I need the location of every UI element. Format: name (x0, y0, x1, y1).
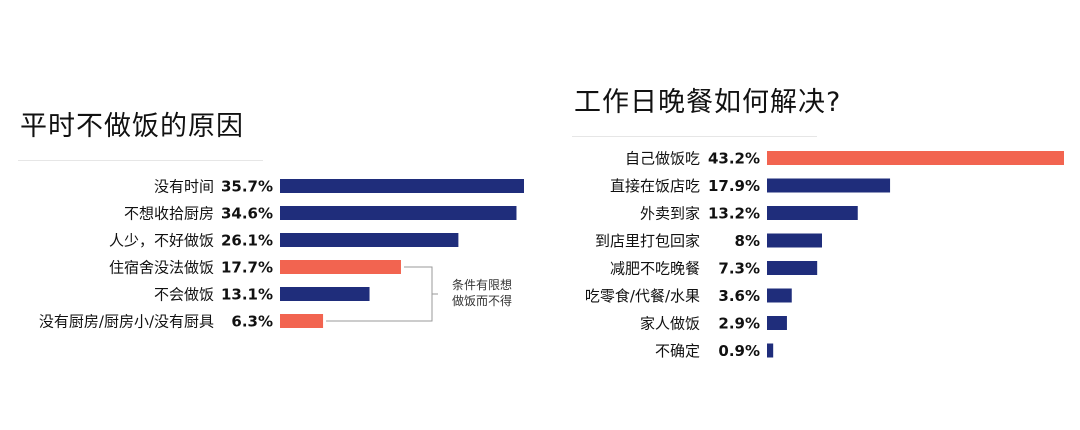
right-bar (767, 261, 818, 275)
right-bar (767, 151, 1064, 165)
left-value-label: 26.1% (221, 232, 273, 250)
right-value-label: 8% (735, 232, 760, 250)
right-bar (767, 206, 858, 220)
right-chart-title: 工作日晚餐如何解决? (574, 87, 842, 118)
left-bar (280, 179, 524, 193)
right-bar (767, 178, 891, 193)
left-category-label: 没有厨房/厨房小/没有厨具 (39, 313, 214, 331)
left-bar-chart: 没有时间 35.7% 不想收拾厨房 34.6% 人少，不好做饭 26.1% 住宿舍没法做饭 1… (39, 178, 524, 331)
left-title-underline (18, 160, 263, 161)
left-category-label: 住宿舍没法做饭 (109, 259, 214, 277)
left-bar (280, 260, 401, 274)
right-value-label: 43.2% (708, 150, 760, 168)
right-value-label: 7.3% (718, 260, 760, 278)
left-bar (280, 206, 517, 220)
left-bar (280, 287, 370, 301)
left-bar (280, 314, 324, 328)
right-category-label: 外卖到家 (640, 205, 700, 223)
right-category-label: 不确定 (655, 342, 700, 360)
right-category-label: 减肥不吃晚餐 (610, 260, 700, 278)
right-bar (767, 316, 787, 330)
left-bar (280, 233, 459, 247)
left-category-label: 不想收拾厨房 (124, 205, 214, 223)
annotation-text: 做饭而不得 (452, 293, 512, 308)
right-value-label: 13.2% (708, 205, 760, 223)
right-value-label: 17.9% (708, 177, 760, 195)
right-category-label: 到店里打包回家 (595, 232, 700, 250)
right-category-label: 自己做饭吃 (625, 150, 700, 168)
right-category-label: 吃零食/代餐/水果 (585, 287, 700, 305)
left-category-label: 人少，不好做饭 (109, 232, 214, 250)
right-title-underline (572, 136, 817, 137)
right-category-label: 直接在饭店吃 (610, 177, 700, 195)
right-bar (767, 343, 774, 358)
annotation-text: 条件有限想 (452, 277, 512, 292)
left-category-label: 没有时间 (154, 178, 214, 196)
right-value-label: 3.6% (718, 287, 760, 305)
right-bar-chart: 自己做饭吃 43.2% 直接在饭店吃 17.9% 外卖到家 13.2% 到店里打包回家 8% 减… (585, 150, 1064, 360)
right-value-label: 2.9% (718, 315, 760, 333)
right-bar (767, 233, 822, 248)
left-category-label: 不会做饭 (154, 286, 214, 304)
right-value-label: 0.9% (718, 342, 760, 360)
left-value-label: 17.7% (221, 259, 273, 277)
left-value-label: 34.6% (221, 205, 273, 223)
left-value-label: 13.1% (221, 286, 273, 304)
left-value-label: 35.7% (221, 178, 273, 196)
left-value-label: 6.3% (231, 313, 273, 331)
right-bar (767, 288, 792, 303)
right-category-label: 家人做饭 (640, 315, 700, 333)
left-chart-title: 平时不做饭的原因 (20, 111, 244, 142)
